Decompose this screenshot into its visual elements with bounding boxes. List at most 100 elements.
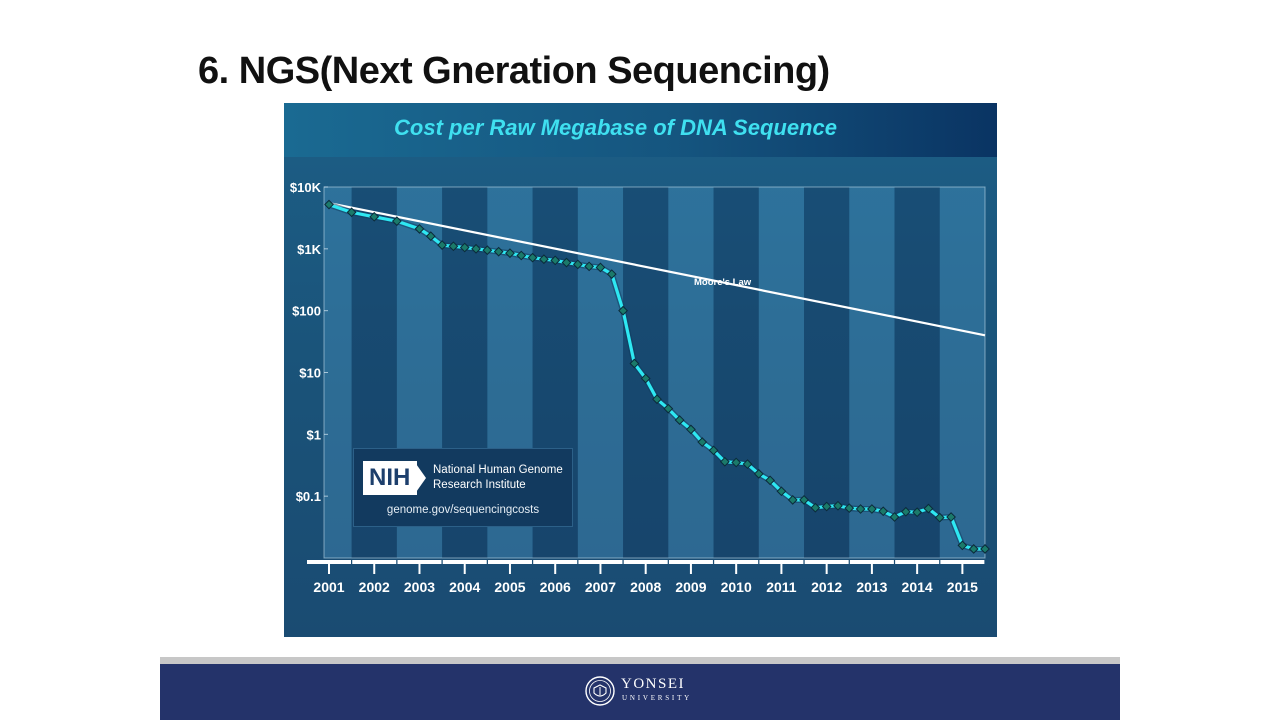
y-tick-label: $10 bbox=[299, 366, 321, 381]
x-tick-label: 2008 bbox=[630, 579, 661, 595]
y-tick-label: $10K bbox=[290, 180, 322, 195]
data-point bbox=[346, 207, 357, 218]
data-point bbox=[618, 305, 628, 316]
data-point bbox=[527, 252, 538, 263]
chart-panel: Cost per Raw Megabase of DNA Sequence $1… bbox=[284, 103, 997, 637]
data-point bbox=[697, 437, 708, 447]
university-name: YONSEI bbox=[621, 676, 685, 692]
x-tick-label: 2011 bbox=[766, 579, 797, 595]
data-point bbox=[425, 231, 436, 242]
university-subtitle: UNIVERSITY bbox=[622, 694, 692, 702]
chart-title-banner bbox=[284, 103, 997, 157]
x-tick-label: 2010 bbox=[721, 579, 752, 595]
year-column bbox=[849, 187, 895, 558]
data-point bbox=[414, 224, 425, 234]
data-point bbox=[923, 503, 934, 514]
data-point bbox=[674, 415, 685, 425]
data-point bbox=[946, 512, 956, 522]
x-tick-label: 2001 bbox=[313, 579, 344, 595]
data-point bbox=[459, 242, 470, 253]
y-tick-label: $100 bbox=[292, 304, 321, 319]
x-tick-label: 2015 bbox=[947, 579, 978, 595]
data-point bbox=[369, 211, 380, 222]
yonsei-emblem-icon bbox=[585, 676, 615, 706]
data-point bbox=[810, 502, 821, 513]
data-point bbox=[742, 459, 753, 470]
x-tick-label: 2003 bbox=[404, 579, 435, 595]
data-point bbox=[708, 445, 719, 456]
nih-url: genome.gov/sequencingcosts bbox=[386, 504, 540, 516]
nih-chevron-icon bbox=[414, 461, 426, 495]
moores-law-label: Moore's Law bbox=[694, 277, 752, 288]
year-column bbox=[577, 187, 624, 558]
data-point bbox=[776, 486, 787, 497]
year-column bbox=[668, 187, 714, 558]
data-point bbox=[912, 507, 923, 518]
data-point bbox=[482, 245, 493, 256]
data-point bbox=[878, 506, 889, 517]
nih-logo: NIH bbox=[363, 461, 417, 495]
data-point bbox=[550, 255, 561, 266]
data-point bbox=[561, 257, 572, 268]
footer-divider bbox=[160, 657, 1120, 664]
year-column bbox=[623, 187, 669, 558]
year-column bbox=[804, 187, 850, 558]
data-point bbox=[957, 540, 968, 551]
x-tick-label: 2009 bbox=[675, 579, 706, 595]
year-column bbox=[894, 187, 940, 558]
x-tick-label: 2013 bbox=[856, 579, 887, 595]
y-tick-label: $1 bbox=[307, 427, 321, 442]
x-tick-label: 2014 bbox=[902, 579, 933, 595]
data-point bbox=[437, 240, 448, 250]
data-point bbox=[934, 512, 945, 523]
data-point bbox=[652, 394, 662, 405]
data-point bbox=[844, 503, 855, 514]
data-point bbox=[855, 504, 866, 514]
data-point bbox=[833, 500, 843, 511]
data-point bbox=[719, 456, 730, 467]
data-point bbox=[572, 259, 583, 270]
data-point bbox=[686, 424, 696, 435]
data-point bbox=[787, 494, 798, 505]
data-point bbox=[448, 241, 459, 252]
data-point bbox=[471, 243, 481, 254]
data-point bbox=[595, 262, 606, 273]
data-point bbox=[493, 246, 504, 257]
y-tick-label: $1K bbox=[297, 242, 321, 257]
x-tick-label: 2012 bbox=[811, 579, 842, 595]
nih-institute-line1: National Human Genome bbox=[433, 464, 563, 476]
data-point bbox=[538, 254, 549, 265]
chart-svg: $10K $1K $100 $10 $1 $0.1 2001 2002 2003 2004 2005… bbox=[290, 180, 990, 595]
x-tick-label: 2002 bbox=[359, 579, 390, 595]
x-tick-label: 2006 bbox=[540, 579, 571, 595]
data-point bbox=[753, 468, 764, 479]
chart-title: Cost per Raw Megabase of DNA Sequence bbox=[394, 115, 837, 140]
data-point bbox=[900, 506, 911, 517]
data-point bbox=[889, 512, 900, 522]
year-column bbox=[713, 187, 759, 558]
year-column bbox=[939, 187, 985, 558]
data-point bbox=[731, 457, 742, 468]
data-point bbox=[663, 403, 674, 414]
data-point bbox=[391, 216, 402, 227]
x-tick-label: 2005 bbox=[494, 579, 525, 595]
data-point bbox=[821, 501, 832, 512]
footer-bar: YONSEI UNIVERSITY bbox=[160, 664, 1120, 720]
data-point bbox=[799, 494, 809, 505]
data-point bbox=[324, 199, 334, 210]
data-point bbox=[606, 269, 617, 280]
year-column bbox=[324, 187, 352, 558]
y-tick-label: $0.1 bbox=[296, 489, 321, 504]
nih-institute-name: National Human Genome Research Institute bbox=[433, 463, 573, 493]
nih-institute-line2: Research Institute bbox=[433, 479, 526, 491]
data-point bbox=[584, 261, 595, 272]
data-point bbox=[980, 544, 990, 554]
x-tick-label: 2004 bbox=[449, 579, 480, 595]
nih-badge: NIH National Human Genome Research Insti… bbox=[353, 448, 573, 527]
data-point bbox=[516, 250, 527, 261]
data-point bbox=[505, 248, 515, 259]
x-tick-label: 2007 bbox=[585, 579, 616, 595]
data-point bbox=[640, 373, 651, 384]
data-point bbox=[765, 475, 776, 486]
data-point bbox=[866, 504, 877, 514]
